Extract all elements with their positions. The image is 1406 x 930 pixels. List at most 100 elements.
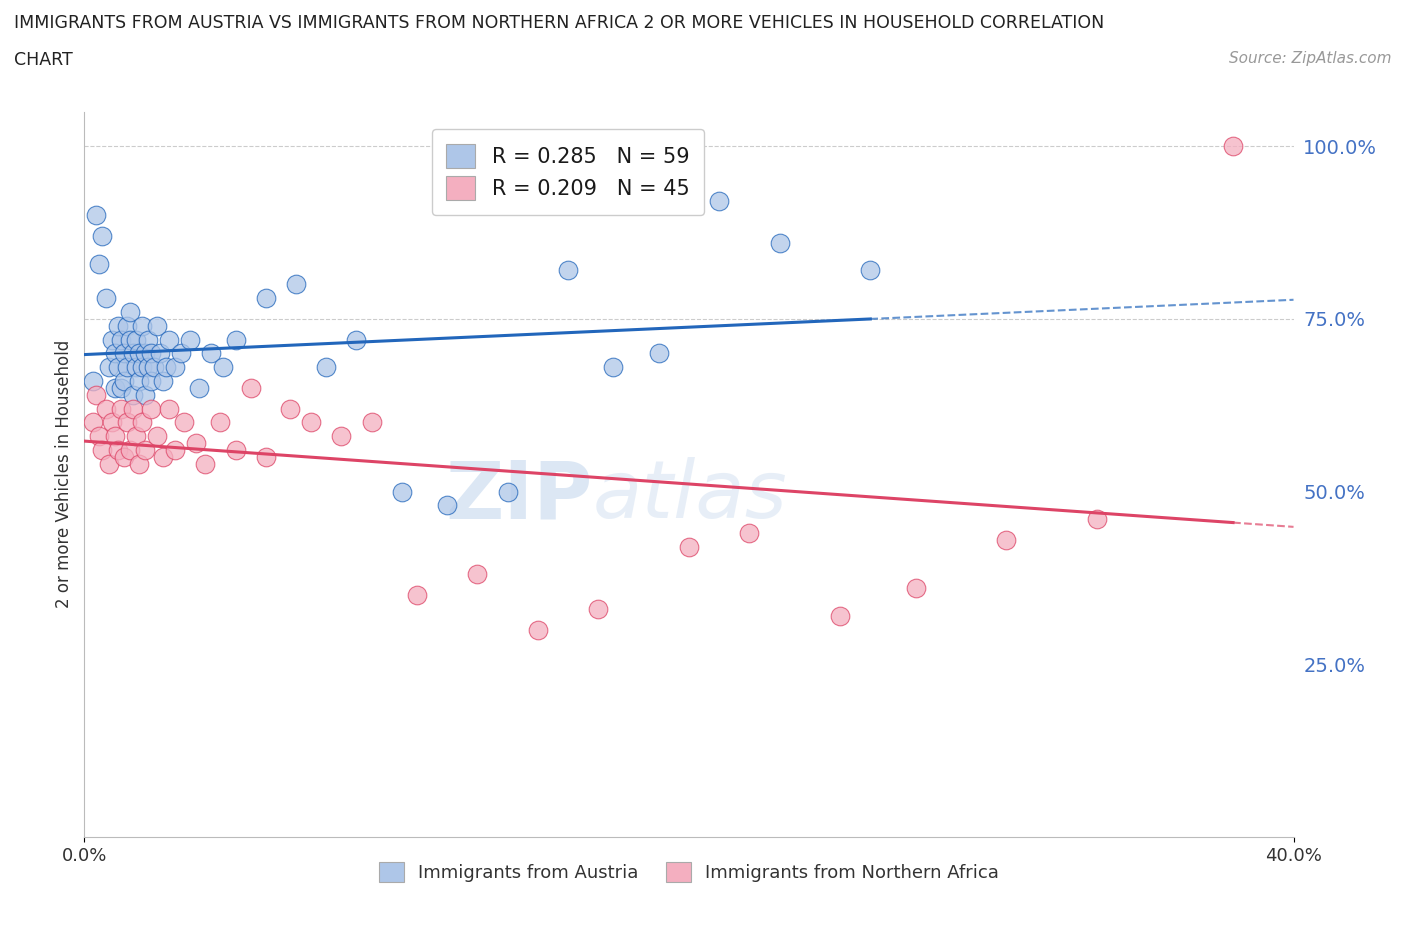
Point (100, 415, 122, 430)
Point (112, 346, 135, 361)
Point (173, 415, 195, 430)
Point (278, 401, 301, 416)
Point (125, 360, 148, 375)
Point (149, 346, 172, 361)
Point (112, 374, 135, 389)
Point (110, 332, 132, 347)
Point (995, 533, 1018, 548)
Point (82, 374, 104, 389)
Point (330, 429, 353, 444)
Point (121, 388, 143, 403)
Point (131, 360, 153, 375)
Point (859, 263, 882, 278)
Point (131, 318, 153, 333)
Point (94, 401, 117, 416)
Point (104, 429, 127, 444)
Point (128, 346, 150, 361)
Point (188, 380, 211, 395)
Point (557, 263, 579, 278)
Point (527, 622, 550, 637)
Point (82, 415, 104, 430)
Point (391, 485, 413, 499)
Point (134, 443, 156, 458)
Point (100, 332, 122, 347)
Point (115, 415, 138, 430)
Point (107, 318, 129, 333)
Point (709, 194, 731, 209)
Point (91, 443, 114, 458)
Point (115, 318, 138, 333)
Point (769, 235, 792, 250)
Point (602, 360, 624, 375)
Point (436, 498, 458, 512)
Point (131, 415, 153, 430)
Point (97, 457, 120, 472)
Point (118, 304, 141, 319)
Text: ZIP: ZIP (444, 457, 592, 535)
Point (125, 429, 148, 444)
Text: CHART: CHART (14, 51, 73, 69)
Point (107, 360, 129, 375)
Point (128, 374, 150, 389)
Point (89, 429, 111, 444)
Point (1085, 512, 1108, 526)
Text: IMMIGRANTS FROM AUSTRIA VS IMMIGRANTS FROM NORTHERN AFRICA 2 OR MORE VEHICLES IN: IMMIGRANTS FROM AUSTRIA VS IMMIGRANTS FR… (14, 14, 1104, 32)
Point (194, 457, 217, 472)
Point (128, 457, 150, 472)
Point (118, 443, 141, 458)
Point (738, 525, 761, 540)
Point (904, 581, 927, 596)
Point (225, 443, 247, 458)
Point (146, 429, 169, 444)
Point (115, 360, 138, 375)
Text: Source: ZipAtlas.com: Source: ZipAtlas.com (1229, 51, 1392, 66)
Point (285, 277, 308, 292)
Point (209, 415, 232, 430)
Point (136, 360, 159, 375)
Point (157, 332, 180, 347)
Point (170, 346, 193, 361)
Point (155, 360, 177, 375)
Point (134, 388, 156, 403)
Point (86, 388, 108, 403)
Point (97, 360, 120, 375)
Point (467, 567, 489, 582)
Point (142, 360, 165, 375)
Point (299, 415, 322, 430)
Point (152, 374, 174, 389)
Point (125, 332, 148, 347)
Point (89, 256, 111, 271)
Point (136, 332, 159, 347)
Point (830, 608, 852, 623)
Point (152, 449, 174, 464)
Point (91, 229, 114, 244)
Point (139, 374, 162, 389)
Point (146, 318, 169, 333)
Point (254, 449, 277, 464)
Point (110, 401, 132, 416)
Point (588, 602, 610, 617)
Text: atlas: atlas (592, 457, 787, 535)
Point (121, 401, 143, 416)
Point (212, 360, 235, 375)
Point (118, 332, 141, 347)
Y-axis label: 2 or more Vehicles in Household: 2 or more Vehicles in Household (55, 340, 73, 608)
Point (139, 401, 162, 416)
Point (360, 415, 382, 430)
Point (496, 485, 519, 499)
Point (678, 539, 700, 554)
Point (121, 346, 143, 361)
Point (179, 332, 201, 347)
Point (239, 380, 262, 395)
Point (104, 346, 127, 361)
Point (107, 443, 129, 458)
Point (110, 380, 132, 395)
Point (186, 436, 208, 451)
Point (139, 346, 162, 361)
Point (157, 401, 180, 416)
Legend: Immigrants from Austria, Immigrants from Northern Africa: Immigrants from Austria, Immigrants from… (368, 851, 1010, 893)
Point (1222, 139, 1244, 153)
Point (134, 346, 156, 361)
Point (165, 360, 187, 375)
Point (200, 346, 222, 361)
